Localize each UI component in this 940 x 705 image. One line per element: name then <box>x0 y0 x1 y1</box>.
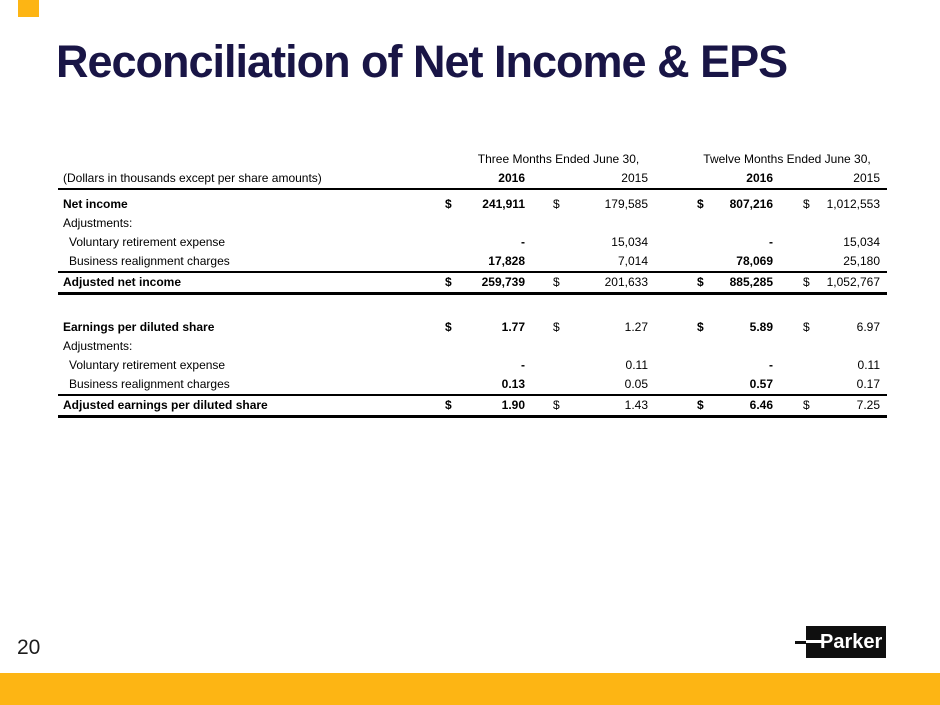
parker-logo: Parker <box>806 626 886 658</box>
row-label: Business realignment charges <box>69 377 230 391</box>
value-cell: 15,034 <box>611 235 648 249</box>
eps-section: Earnings per diluted share $ 1.77 $ 1.27… <box>58 318 887 418</box>
value-cell: - <box>769 358 773 372</box>
table-row: Voluntary retirement expense - 15,034 - … <box>58 233 887 252</box>
currency-symbol: $ <box>553 398 560 412</box>
table-total-row: Adjusted net income $ 259,739 $ 201,633 … <box>58 273 887 295</box>
table-note: (Dollars in thousands except per share a… <box>63 171 322 185</box>
currency-symbol: $ <box>697 320 704 334</box>
value-cell: 259,739 <box>481 275 525 289</box>
row-label: Adjustments: <box>63 216 133 230</box>
table-row: Business realignment charges 17,828 7,01… <box>58 252 887 273</box>
table-row: Earnings per diluted share $ 1.77 $ 1.27… <box>58 318 887 337</box>
table-row: Net income $ 241,911 $ 179,585 $ 807,216… <box>58 195 887 214</box>
net-income-section: Net income $ 241,911 $ 179,585 $ 807,216… <box>58 195 887 295</box>
value-cell: 1.43 <box>624 398 648 412</box>
value-cell: 25,180 <box>843 254 880 268</box>
value-cell: 17,828 <box>488 254 525 268</box>
reconciliation-table: Three Months Ended June 30, Twelve Month… <box>58 150 887 418</box>
value-cell: 201,633 <box>604 275 648 289</box>
value-cell: 6.97 <box>856 320 880 334</box>
footer-accent-bar <box>0 673 940 705</box>
currency-symbol: $ <box>445 398 452 412</box>
page-title: Reconciliation of Net Income & EPS <box>56 36 788 87</box>
value-cell: 78,069 <box>736 254 773 268</box>
currency-symbol: $ <box>445 320 452 334</box>
currency-symbol: $ <box>697 398 704 412</box>
period-header-three-months: Three Months Ended June 30, <box>477 152 640 166</box>
value-cell: 0.11 <box>857 358 880 372</box>
row-label: Voluntary retirement expense <box>69 235 226 249</box>
currency-symbol: $ <box>553 197 560 211</box>
value-cell: 885,285 <box>729 275 773 289</box>
currency-symbol: $ <box>445 197 452 211</box>
value-cell: 0.11 <box>625 358 648 372</box>
value-cell: 1,012,553 <box>826 197 880 211</box>
year-header: 2015 <box>853 171 880 185</box>
value-cell: 241,911 <box>482 197 525 211</box>
accent-square <box>18 0 39 17</box>
currency-symbol: $ <box>697 197 704 211</box>
value-cell: - <box>521 358 525 372</box>
value-cell: 0.13 <box>501 377 525 391</box>
row-label: Adjustments: <box>63 339 133 353</box>
year-header: 2015 <box>621 171 648 185</box>
value-cell: 0.17 <box>856 377 880 391</box>
table-row: Business realignment charges 0.13 0.05 0… <box>58 375 887 396</box>
table-group-header-row: Three Months Ended June 30, Twelve Month… <box>58 150 887 169</box>
table-row: Voluntary retirement expense - 0.11 - 0.… <box>58 356 887 375</box>
value-cell: - <box>521 235 525 249</box>
table-row: Adjustments: <box>58 337 887 356</box>
row-label: Adjusted net income <box>63 275 182 289</box>
period-header-twelve-months: Twelve Months Ended June 30, <box>703 152 871 166</box>
page-number: 20 <box>17 636 41 659</box>
row-label: Earnings per diluted share <box>63 320 215 334</box>
table-total-row: Adjusted earnings per diluted share $ 1.… <box>58 396 887 418</box>
parker-logo-dash <box>795 641 808 644</box>
currency-symbol: $ <box>553 320 560 334</box>
currency-symbol: $ <box>803 398 810 412</box>
value-cell: 15,034 <box>843 235 880 249</box>
table-row: Adjustments: <box>58 214 887 233</box>
value-cell: 6.46 <box>749 398 773 412</box>
value-cell: 7,014 <box>617 254 648 268</box>
parker-logo-dash-inner <box>806 640 823 643</box>
year-header: 2016 <box>746 171 773 185</box>
currency-symbol: $ <box>697 275 704 289</box>
value-cell: 807,216 <box>729 197 773 211</box>
value-cell: 0.05 <box>624 377 648 391</box>
value-cell: - <box>769 235 773 249</box>
value-cell: 7.25 <box>856 398 880 412</box>
value-cell: 0.57 <box>749 377 773 391</box>
currency-symbol: $ <box>445 275 452 289</box>
row-label: Adjusted earnings per diluted share <box>63 398 268 412</box>
row-label: Business realignment charges <box>69 254 230 268</box>
currency-symbol: $ <box>553 275 560 289</box>
row-label: Net income <box>63 197 128 211</box>
value-cell: 1.77 <box>501 320 525 334</box>
row-label: Voluntary retirement expense <box>69 358 226 372</box>
currency-symbol: $ <box>803 197 810 211</box>
value-cell: 1,052,767 <box>826 275 880 289</box>
currency-symbol: $ <box>803 320 810 334</box>
value-cell: 5.89 <box>749 320 773 334</box>
value-cell: 1.90 <box>501 398 525 412</box>
value-cell: 1.27 <box>624 320 648 334</box>
value-cell: 179,585 <box>604 197 648 211</box>
currency-symbol: $ <box>803 275 810 289</box>
parker-logo-text: Parker <box>820 631 883 653</box>
year-header: 2016 <box>498 171 525 185</box>
table-year-header-row: (Dollars in thousands except per share a… <box>58 169 887 190</box>
